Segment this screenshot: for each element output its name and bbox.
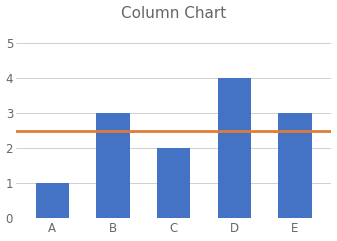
Bar — [218, 78, 251, 218]
Bar — [278, 113, 312, 218]
Title: Column Chart: Column Chart — [121, 6, 226, 20]
Bar — [36, 183, 69, 218]
Bar — [96, 113, 130, 218]
Bar — [157, 148, 190, 218]
